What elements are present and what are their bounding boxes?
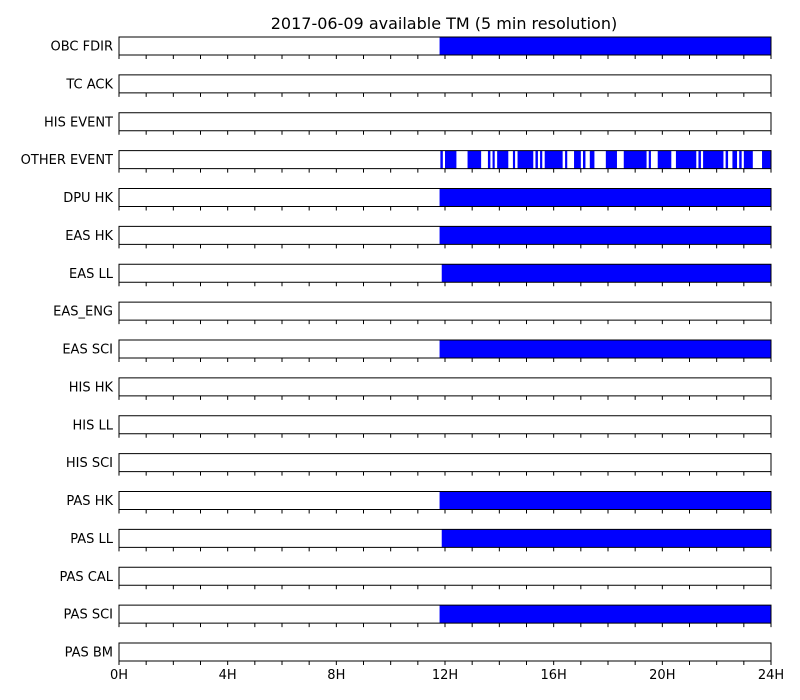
x-tick-label: 0H xyxy=(110,668,128,683)
availability-bar xyxy=(648,150,651,169)
row-label: DPU HK xyxy=(63,191,113,206)
row-his-sci: HIS SCI xyxy=(66,453,772,476)
x-axis: 0H 4H 8H 12H 16H 20H 24H xyxy=(110,668,784,683)
availability-bar xyxy=(440,150,443,169)
row-background xyxy=(119,415,771,434)
x-tick-label: 12H xyxy=(432,668,458,683)
row-label: EAS_ENG xyxy=(53,305,113,320)
row-label: HIS HK xyxy=(69,380,114,395)
x-tick-label: 4H xyxy=(219,668,237,683)
chart-title: 2017-06-09 available TM (5 min resolutio… xyxy=(271,14,617,33)
row-eas-hk: EAS HK xyxy=(65,225,772,249)
availability-bar xyxy=(467,150,482,169)
row-label: HIS LL xyxy=(73,418,114,433)
availability-bar xyxy=(544,150,563,169)
row-label: OBC FDIR xyxy=(51,40,114,55)
availability-bar xyxy=(657,150,672,169)
row-his-ll: HIS LL xyxy=(73,415,772,438)
availability-bar xyxy=(762,150,771,169)
row-his-event: HIS EVENT xyxy=(44,112,772,135)
availability-bar xyxy=(623,150,647,169)
availability-bar xyxy=(445,150,457,169)
row-tc-ack: TC ACK xyxy=(65,74,772,97)
availability-bar xyxy=(441,529,771,548)
row-label: EAS SCI xyxy=(62,343,113,358)
availability-bar xyxy=(439,491,771,510)
row-dpu-hk: DPU HK xyxy=(63,188,772,211)
availability-bar xyxy=(512,150,516,169)
availability-bar xyxy=(589,150,595,169)
row-label: PAS LL xyxy=(70,532,114,547)
row-pas-cal: PAS CAL xyxy=(60,566,772,590)
row-label: EAS LL xyxy=(69,267,114,282)
availability-bar xyxy=(703,150,724,169)
availability-bar xyxy=(517,150,534,169)
availability-bar xyxy=(675,150,697,169)
row-pas-bm: PAS BM xyxy=(65,642,772,665)
availability-bar xyxy=(732,150,738,169)
row-label: EAS HK xyxy=(65,229,113,244)
row-eas-sci: EAS SCI xyxy=(62,339,772,362)
row-background xyxy=(119,567,771,586)
row-eas-eng: EAS_ENG xyxy=(53,301,772,325)
row-label: PAS BM xyxy=(65,646,113,661)
availability-bar xyxy=(583,150,586,169)
availability-bar xyxy=(743,150,753,169)
x-tick-label: 8H xyxy=(327,668,345,683)
availability-bar xyxy=(535,150,538,169)
availability-bar xyxy=(439,605,771,624)
row-background xyxy=(119,74,771,93)
row-background xyxy=(119,453,771,472)
row-his-hk: HIS HK xyxy=(69,377,772,400)
row-background xyxy=(119,112,771,131)
availability-bar xyxy=(698,150,701,169)
availability-bar xyxy=(605,150,617,169)
availability-bar xyxy=(739,150,742,169)
x-tick-label: 24H xyxy=(758,668,784,683)
availability-bar xyxy=(574,150,581,169)
row-background xyxy=(119,643,771,661)
availability-bar xyxy=(497,150,509,169)
row-eas-ll: EAS LL xyxy=(69,263,772,287)
availability-bar xyxy=(725,150,729,169)
row-obc-fdir: OBC FDIR xyxy=(51,36,772,59)
chart-rows: OBC FDIR TC ACK HIS EVENT OTHER EVENT DPU HK… xyxy=(21,36,772,665)
availability-bar xyxy=(487,150,491,169)
availability-bar xyxy=(441,264,771,283)
availability-bar xyxy=(439,188,771,207)
row-label: HIS SCI xyxy=(66,456,113,471)
row-label: PAS SCI xyxy=(64,608,113,623)
availability-bar xyxy=(439,340,771,358)
row-pas-sci: PAS SCI xyxy=(64,604,772,628)
row-background xyxy=(119,377,771,396)
row-label: TC ACK xyxy=(65,77,113,92)
row-other-event: OTHER EVENT xyxy=(21,150,772,173)
availability-bar xyxy=(565,150,568,169)
availability-bar xyxy=(492,150,495,169)
row-background xyxy=(119,302,771,321)
availability-bar xyxy=(540,150,543,169)
row-label: OTHER EVENT xyxy=(21,153,113,168)
row-label: PAS HK xyxy=(66,494,113,509)
x-tick-label: 20H xyxy=(649,668,675,683)
availability-bar xyxy=(439,37,771,55)
row-pas-ll: PAS LL xyxy=(70,528,772,552)
row-label: HIS EVENT xyxy=(44,115,113,130)
row-label: PAS CAL xyxy=(60,570,114,585)
row-pas-hk: PAS HK xyxy=(66,491,772,514)
x-tick-label: 16H xyxy=(541,668,567,683)
availability-bar xyxy=(439,226,771,245)
